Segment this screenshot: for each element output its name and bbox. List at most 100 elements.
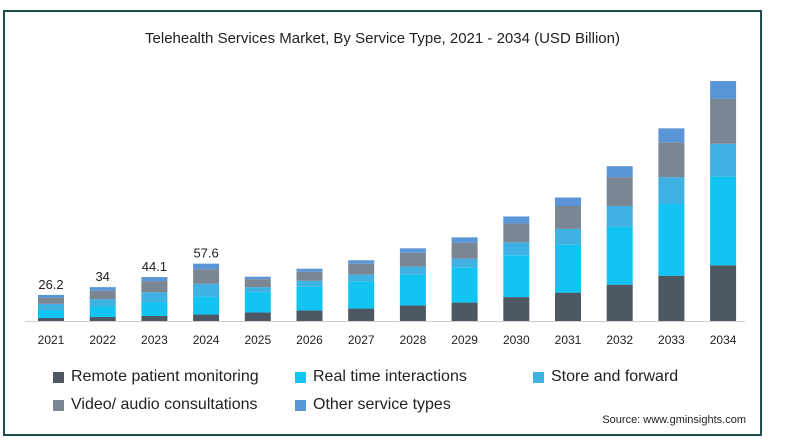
source-note: Source: www.gminsights.com	[602, 414, 746, 426]
bar-2034-series-4	[710, 81, 737, 99]
legend-swatch	[533, 371, 544, 383]
bar-2029-series-1	[451, 267, 478, 303]
total-label-2021: 26.2	[38, 277, 63, 292]
bar-2033-series-0	[658, 275, 685, 321]
bar-2032-series-3	[606, 177, 633, 207]
bar-2026-series-0	[296, 310, 323, 321]
bar-2022-series-2	[89, 299, 116, 307]
chart-title: Telehealth Services Market, By Service T…	[145, 30, 620, 47]
legend-item-0: Remote patient monitoring	[53, 368, 259, 386]
bar-2023-series-2	[141, 292, 168, 303]
bar-2026-series-2	[296, 280, 323, 287]
legend-label: Video/ audio consultations	[71, 396, 258, 413]
legend-item-3: Video/ audio consultations	[53, 396, 258, 414]
legend-item-1: Real time interactions	[295, 368, 467, 386]
bar-2030-series-0	[503, 297, 530, 321]
chart-legend: Remote patient monitoring Real time inter…	[53, 368, 733, 428]
legend-label: Other service types	[313, 396, 451, 413]
bar-2024-series-2	[193, 283, 220, 297]
total-label-2023: 44.1	[142, 259, 167, 274]
bar-2031-series-3	[555, 206, 581, 229]
bar-2028-series-0	[399, 305, 426, 321]
bar-2024-series-3	[193, 269, 220, 284]
x-tick-label-2024: 2024	[193, 333, 220, 347]
x-tick-label-2033: 2033	[658, 333, 685, 347]
x-tick-label-2025: 2025	[244, 333, 271, 347]
x-tick-label-2022: 2022	[89, 333, 116, 347]
bar-2027-series-1	[348, 281, 375, 309]
bar-2030-series-4	[503, 216, 530, 224]
x-tick-label-2034: 2034	[710, 333, 737, 347]
x-tick-label-2029: 2029	[451, 333, 478, 347]
legend-label: Store and forward	[551, 368, 679, 385]
bar-2030-series-1	[503, 255, 530, 298]
legend-swatch	[53, 371, 64, 383]
bar-2034-series-0	[710, 265, 737, 321]
bar-2027-series-0	[348, 308, 375, 321]
x-tick-label-2031: 2031	[555, 333, 582, 347]
bar-2021-series-0	[38, 318, 64, 321]
bar-2033-series-4	[658, 128, 685, 143]
x-tick-label-2032: 2032	[606, 333, 633, 347]
bar-2032-series-1	[606, 226, 633, 285]
bar-2026-series-4	[296, 268, 323, 272]
bar-2022-series-4	[89, 287, 116, 291]
legend-swatch	[295, 371, 306, 383]
bar-chart: 26.2 2021 34 2022 44.1 2023 57.6 2024 2025 2026 20…	[25, 81, 745, 347]
bar-2021-series-2	[38, 303, 64, 311]
bar-2023-series-4	[141, 277, 168, 282]
bar-2022-series-3	[89, 290, 116, 300]
bar-2025-series-1	[244, 292, 271, 313]
bar-2021-series-3	[38, 297, 64, 304]
bar-2029-series-2	[451, 258, 478, 268]
bar-2032-series-0	[606, 284, 633, 321]
chart-frame: Telehealth Services Market, By Service T…	[3, 10, 762, 436]
bar-2028-series-4	[399, 248, 426, 253]
legend-item-4: Other service types	[295, 396, 451, 414]
bar-2029-series-3	[451, 242, 478, 259]
bar-2030-series-3	[503, 223, 530, 243]
x-tick-label-2021: 2021	[38, 333, 65, 347]
x-tick-label-2027: 2027	[348, 333, 375, 347]
bar-2031-series-4	[555, 197, 581, 207]
bar-2023-series-1	[141, 302, 168, 317]
bar-2029-series-0	[451, 302, 478, 321]
bar-2025-series-4	[244, 276, 271, 280]
bar-2026-series-1	[296, 286, 323, 311]
bar-2034-series-2	[710, 143, 737, 177]
bar-2024-series-1	[193, 296, 220, 315]
bar-2021-series-1	[38, 310, 64, 319]
bar-2023-series-0	[141, 316, 168, 321]
bar-2025-series-0	[244, 312, 271, 321]
bar-2027-series-4	[348, 260, 375, 264]
bar-2031-series-0	[555, 292, 581, 321]
bar-2028-series-3	[399, 252, 426, 267]
bar-2025-series-3	[244, 279, 271, 288]
total-label-2024: 57.6	[193, 246, 218, 261]
bar-2029-series-4	[451, 237, 478, 243]
bar-2032-series-4	[606, 166, 633, 178]
x-tick-label-2026: 2026	[296, 333, 323, 347]
x-tick-label-2028: 2028	[400, 333, 427, 347]
legend-swatch	[53, 399, 64, 411]
total-label-2022: 34	[95, 269, 109, 284]
bar-2021-series-4	[38, 294, 64, 298]
bar-2031-series-2	[555, 228, 581, 245]
legend-label: Real time interactions	[313, 368, 467, 385]
bar-2028-series-1	[399, 274, 426, 306]
legend-label: Remote patient monitoring	[71, 368, 259, 385]
bar-2033-series-3	[658, 142, 685, 178]
x-tick-label-2030: 2030	[503, 333, 530, 347]
bar-2034-series-1	[710, 176, 737, 266]
x-tick-label-2023: 2023	[141, 333, 168, 347]
bar-2034-series-3	[710, 98, 737, 144]
bar-2027-series-3	[348, 263, 375, 275]
bar-2025-series-2	[244, 287, 271, 293]
bar-2027-series-2	[348, 274, 375, 282]
bar-2032-series-2	[606, 206, 633, 227]
bar-2024-series-4	[193, 263, 220, 270]
bar-2023-series-3	[141, 281, 168, 293]
bar-2026-series-3	[296, 271, 323, 281]
bar-2031-series-1	[555, 244, 581, 293]
bar-2030-series-2	[503, 242, 530, 256]
